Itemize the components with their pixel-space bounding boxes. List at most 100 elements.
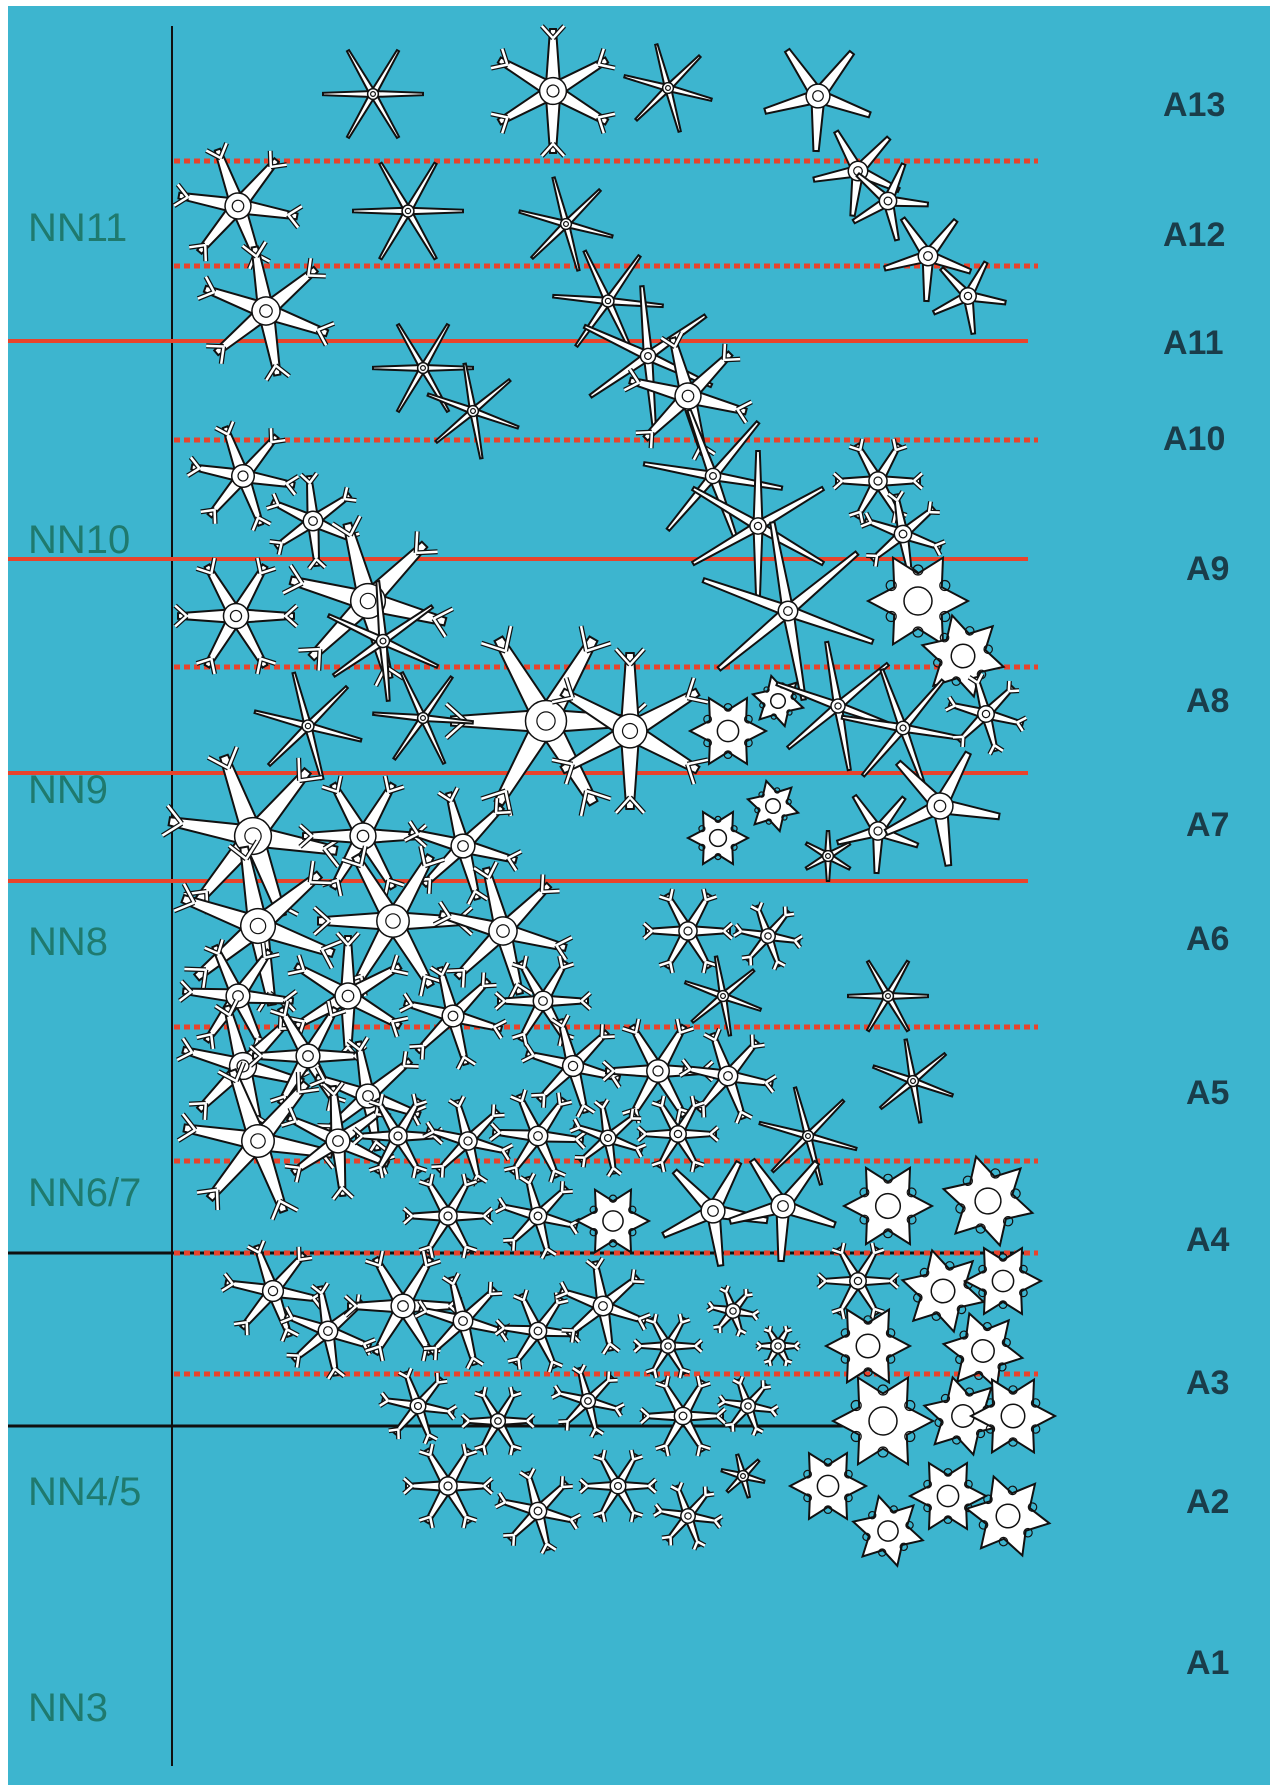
nannofossil-glyph [578,1449,658,1523]
nannofossil-glyph [574,1187,652,1255]
nannofossil-glyph [685,810,751,866]
subzone-label-a13: A13 [1163,86,1226,124]
nannofossil-glyph [678,1027,778,1125]
zone-label-nn11: NN11 [28,206,128,250]
zonation-diagram: NN11 NN10 NN9 NN8 NN6/7 NN4/5 NN3 A13 A1… [8,6,1270,1785]
nannofossil-glyph [426,362,520,460]
nannofossil-glyph [931,260,1007,336]
nannofossil-glyph [907,1461,989,1531]
nannofossil-glyph [494,1172,582,1260]
nannofossil-glyph [841,1166,935,1246]
nannofossil-glyph [161,745,345,927]
nannofossil-glyph [636,1095,720,1173]
nannofossil-glyph [964,1474,1052,1558]
nannofossil-glyph [882,216,973,303]
subzone-label-a12: A12 [1163,216,1226,254]
nannofossil-glyph [941,1154,1035,1248]
nannofossil-glyph [860,490,946,578]
nannofossil-glyph [414,1272,512,1370]
nannofossil-glyph [632,1313,704,1379]
nannofossil-glyph [920,613,1006,699]
subzone-label-a8: A8 [1186,682,1230,720]
nannofossil-glyph [758,1086,858,1186]
subzone-label-a10: A10 [1163,420,1226,458]
nannofossil-glyph [372,322,474,414]
nannofossil-glyph [422,1095,514,1187]
nannofossil-glyph [378,1367,458,1445]
nannofossil-glyph [642,408,784,544]
nannofossil-glyph [687,696,769,766]
nannofossil-glyph [402,1443,494,1529]
nannofossil-glyph [172,142,304,270]
zone-label-nn3: NN3 [28,1686,109,1730]
nannofossil-glyph [944,672,1028,756]
nannofossil-glyph [871,1038,955,1124]
nannofossil-glyph [402,1173,494,1259]
nannofossil-glyph [851,1494,925,1568]
nannofossil-glyph [816,1242,900,1320]
nannofossil-glyph [253,671,363,781]
subzone-label-a3: A3 [1186,1364,1230,1402]
zone-label-nn8: NN8 [28,920,109,964]
nannofossil-glyph [326,580,440,702]
nannofossil-glyph [832,438,924,524]
nannofossil-glyph [432,860,574,1002]
nannofossil-glyph [173,557,299,675]
nannofossil-glyph [830,1375,936,1467]
nannofossil-glyph [343,1250,463,1362]
nannofossil-glyph [639,1375,727,1457]
nannofossil-glyph [550,1363,626,1439]
nannofossil-glyph [623,331,753,461]
subzone-label-a11: A11 [1163,324,1224,362]
nannofossil-glyph [494,1467,582,1555]
nannofossil-glyph [787,1451,869,1521]
nannofossil-glyph [755,1325,801,1367]
nannofossil-glyph [554,1256,652,1356]
subzone-label-a1: A1 [1186,1644,1230,1682]
nannofossil-glyph [280,1081,396,1201]
nannofossil-glyph [196,240,336,382]
nannofossil-glyph [720,1453,766,1499]
subzone-label-a5: A5 [1186,1074,1230,1112]
nannofossil-glyph [683,955,763,1037]
nannofossil-illustrations [161,24,1058,1568]
nannofossil-glyph [494,1289,582,1373]
nannofossil-glyph [728,1157,837,1263]
subzone-label-a9: A9 [1186,550,1230,588]
nannofossil-glyph [847,959,929,1033]
nannofossil-glyph [775,640,901,772]
nannofossil-glyph [745,778,801,834]
nannofossil-glyph [490,24,616,158]
nannofossil-glyph [690,450,826,602]
nannofossil-glyph [623,43,713,133]
nannofossil-glyph [582,285,714,427]
nannofossil-glyph [266,471,360,571]
nannofossil-glyph [732,901,804,971]
nannofossil-glyph [372,670,474,766]
nannofossil-glyph [460,1386,536,1456]
subzone-label-a2: A2 [1186,1483,1230,1521]
nannofossil-glyph [652,1481,724,1551]
nannofossil-glyph [851,162,930,242]
nannofossil-glyph [962,1246,1044,1316]
zone-label-nn45: NN4/5 [28,1470,142,1514]
nannofossil-glyph [520,1013,626,1119]
nannofossil-glyph [804,830,852,882]
nannofossil-glyph [398,961,508,1071]
nannofossil-glyph [835,793,920,875]
nannofossil-glyph [601,1018,715,1124]
subzone-label-a6: A6 [1186,920,1230,958]
nannofossil-glyph [812,129,901,218]
zone-label-nn67: NN6/7 [28,1171,142,1215]
subzone-label-a4: A4 [1186,1221,1230,1259]
nannofossil-glyph [661,1159,769,1267]
nannofossil-glyph [763,47,872,153]
nannofossil-glyph [922,1375,1004,1457]
nannofossil-glyph [716,1375,780,1437]
nannofossil-glyph [706,1284,760,1338]
nannofossil-glyph [701,520,875,702]
nannofossil-glyph [186,420,300,532]
nannofossil-glyph [178,938,298,1054]
nannofossil-glyph [968,1377,1058,1455]
nannofossil-glyph [569,1098,647,1178]
